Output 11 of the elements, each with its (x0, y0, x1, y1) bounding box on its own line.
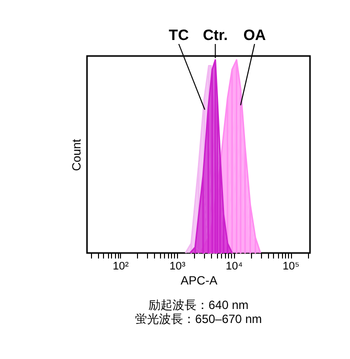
x-axis-title: APC-A (180, 274, 218, 288)
x-tick-label: 10⁴ (226, 260, 244, 272)
x-tick-label: 10² (112, 260, 129, 272)
x-tick-label: 10⁵ (282, 260, 300, 272)
x-tick-label: 10³ (170, 260, 186, 272)
y-axis-title: Count (70, 138, 84, 172)
series-label: OA (243, 27, 266, 44)
series-label: Ctr. (202, 27, 228, 44)
text: 励起波長：640 nm (148, 298, 249, 312)
series-label: TC (168, 27, 189, 44)
text: 蛍光波長：650–670 nm (135, 312, 262, 326)
